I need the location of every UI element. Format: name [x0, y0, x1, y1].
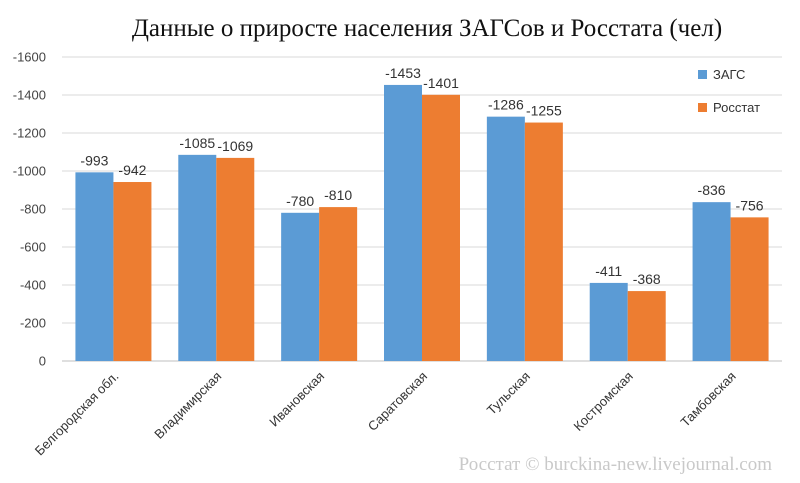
bar	[319, 207, 358, 361]
bar	[178, 154, 217, 361]
watermark: Росстат © burckina-new.livejournal.com	[459, 454, 773, 475]
category-label: Владимирская	[151, 369, 224, 442]
data-label: -942	[118, 162, 146, 178]
data-label: -1453	[385, 65, 421, 81]
data-label: -836	[698, 182, 726, 198]
bar	[113, 182, 152, 361]
y-tick-label: -1600	[13, 50, 46, 65]
category-label: Тульская	[484, 369, 533, 418]
y-tick-label: -1200	[13, 126, 46, 141]
bar	[692, 202, 731, 361]
data-label: -756	[736, 197, 764, 213]
y-tick-label: -800	[20, 202, 46, 217]
bars	[75, 84, 769, 362]
y-tick-label: -400	[20, 278, 46, 293]
legend-swatch	[698, 70, 707, 79]
legend: ЗАГС Росстат	[698, 67, 760, 115]
y-tick-label: -600	[20, 240, 46, 255]
category-label: Белгородская обл.	[32, 369, 122, 459]
data-label: -1085	[179, 135, 215, 151]
bar	[730, 217, 769, 361]
bar	[281, 212, 320, 361]
category-label: Ивановская	[266, 369, 327, 430]
data-label: -993	[80, 152, 108, 168]
bar	[627, 291, 666, 361]
data-label: -1286	[488, 97, 524, 113]
data-label: -368	[633, 271, 661, 287]
legend-entry: Росстат	[713, 100, 760, 115]
y-tick-label: 0	[39, 354, 46, 369]
chart-title: Данные о приросте населения ЗАГСов и Рос…	[132, 15, 722, 42]
bar	[75, 172, 114, 361]
y-tick-label: -1000	[13, 164, 46, 179]
y-axis-ticks: 0 -200 -400 -600 -800 -1000 -1200 -1400 -1600	[13, 50, 46, 369]
y-tick-label: -200	[20, 316, 46, 331]
data-label: -1069	[217, 138, 253, 154]
legend-entry: ЗАГС	[713, 67, 745, 82]
y-tick-label: -1400	[13, 88, 46, 103]
category-label: Саратовская	[365, 369, 430, 434]
data-label: -780	[286, 193, 314, 209]
category-labels: Белгородская обл. Владимирская Ивановская С…	[32, 369, 739, 459]
data-label: -411	[595, 263, 622, 279]
bar	[486, 116, 525, 361]
legend-swatch	[698, 103, 707, 112]
category-label: Костромская	[570, 369, 635, 434]
data-labels: -993 -942 -1085 -1069 -780 -810 -1453-1401 -128…	[80, 65, 763, 287]
bar	[216, 157, 255, 361]
bar	[589, 282, 628, 361]
category-label: Тамбовская	[677, 369, 738, 430]
bar	[524, 122, 563, 361]
bar	[422, 94, 460, 361]
data-label: -1255	[526, 103, 562, 119]
bar	[384, 84, 422, 362]
data-label: -810	[324, 187, 352, 203]
data-label: -1401	[423, 75, 459, 91]
